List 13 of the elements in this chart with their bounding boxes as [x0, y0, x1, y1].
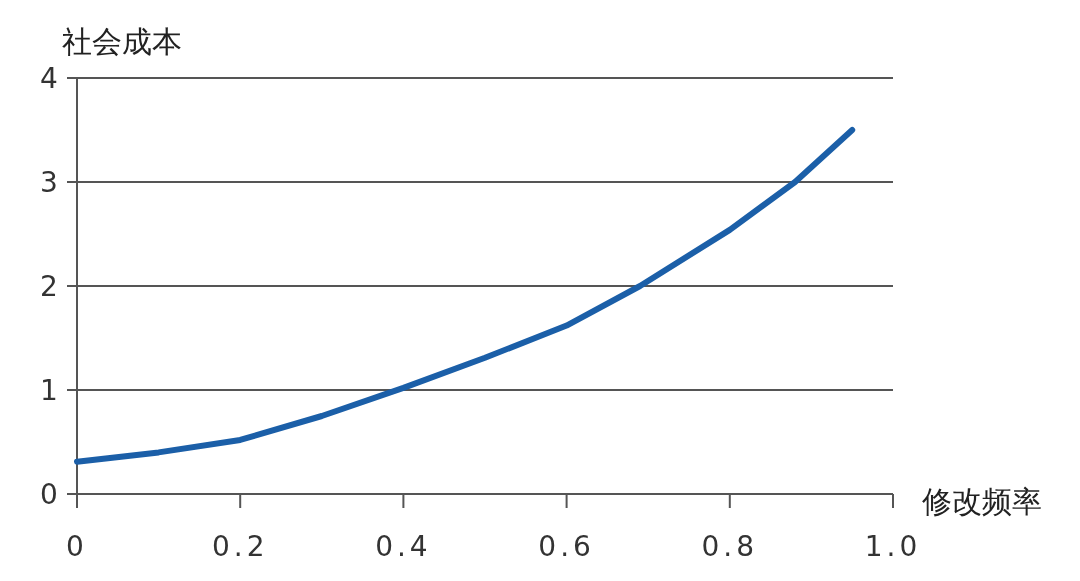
x-tick-label: 1.0 — [864, 530, 922, 563]
x-tick-label: 0.4 — [375, 530, 432, 563]
x-axis-title: 修改频率 — [922, 484, 1042, 519]
y-tick-label: 1 — [40, 374, 58, 407]
y-axis-title: 社会成本 — [62, 24, 182, 59]
y-tick-label: 0 — [40, 478, 58, 511]
x-tick-label: 0 — [66, 530, 88, 563]
x-tick-label: 0.8 — [701, 530, 759, 563]
y-tick-label: 3 — [40, 166, 58, 199]
y-tick-label: 2 — [40, 270, 58, 303]
x-tick-label: 0.2 — [211, 530, 269, 563]
x-tick-label: 0.6 — [538, 530, 595, 563]
y-tick-label: 4 — [40, 62, 58, 95]
